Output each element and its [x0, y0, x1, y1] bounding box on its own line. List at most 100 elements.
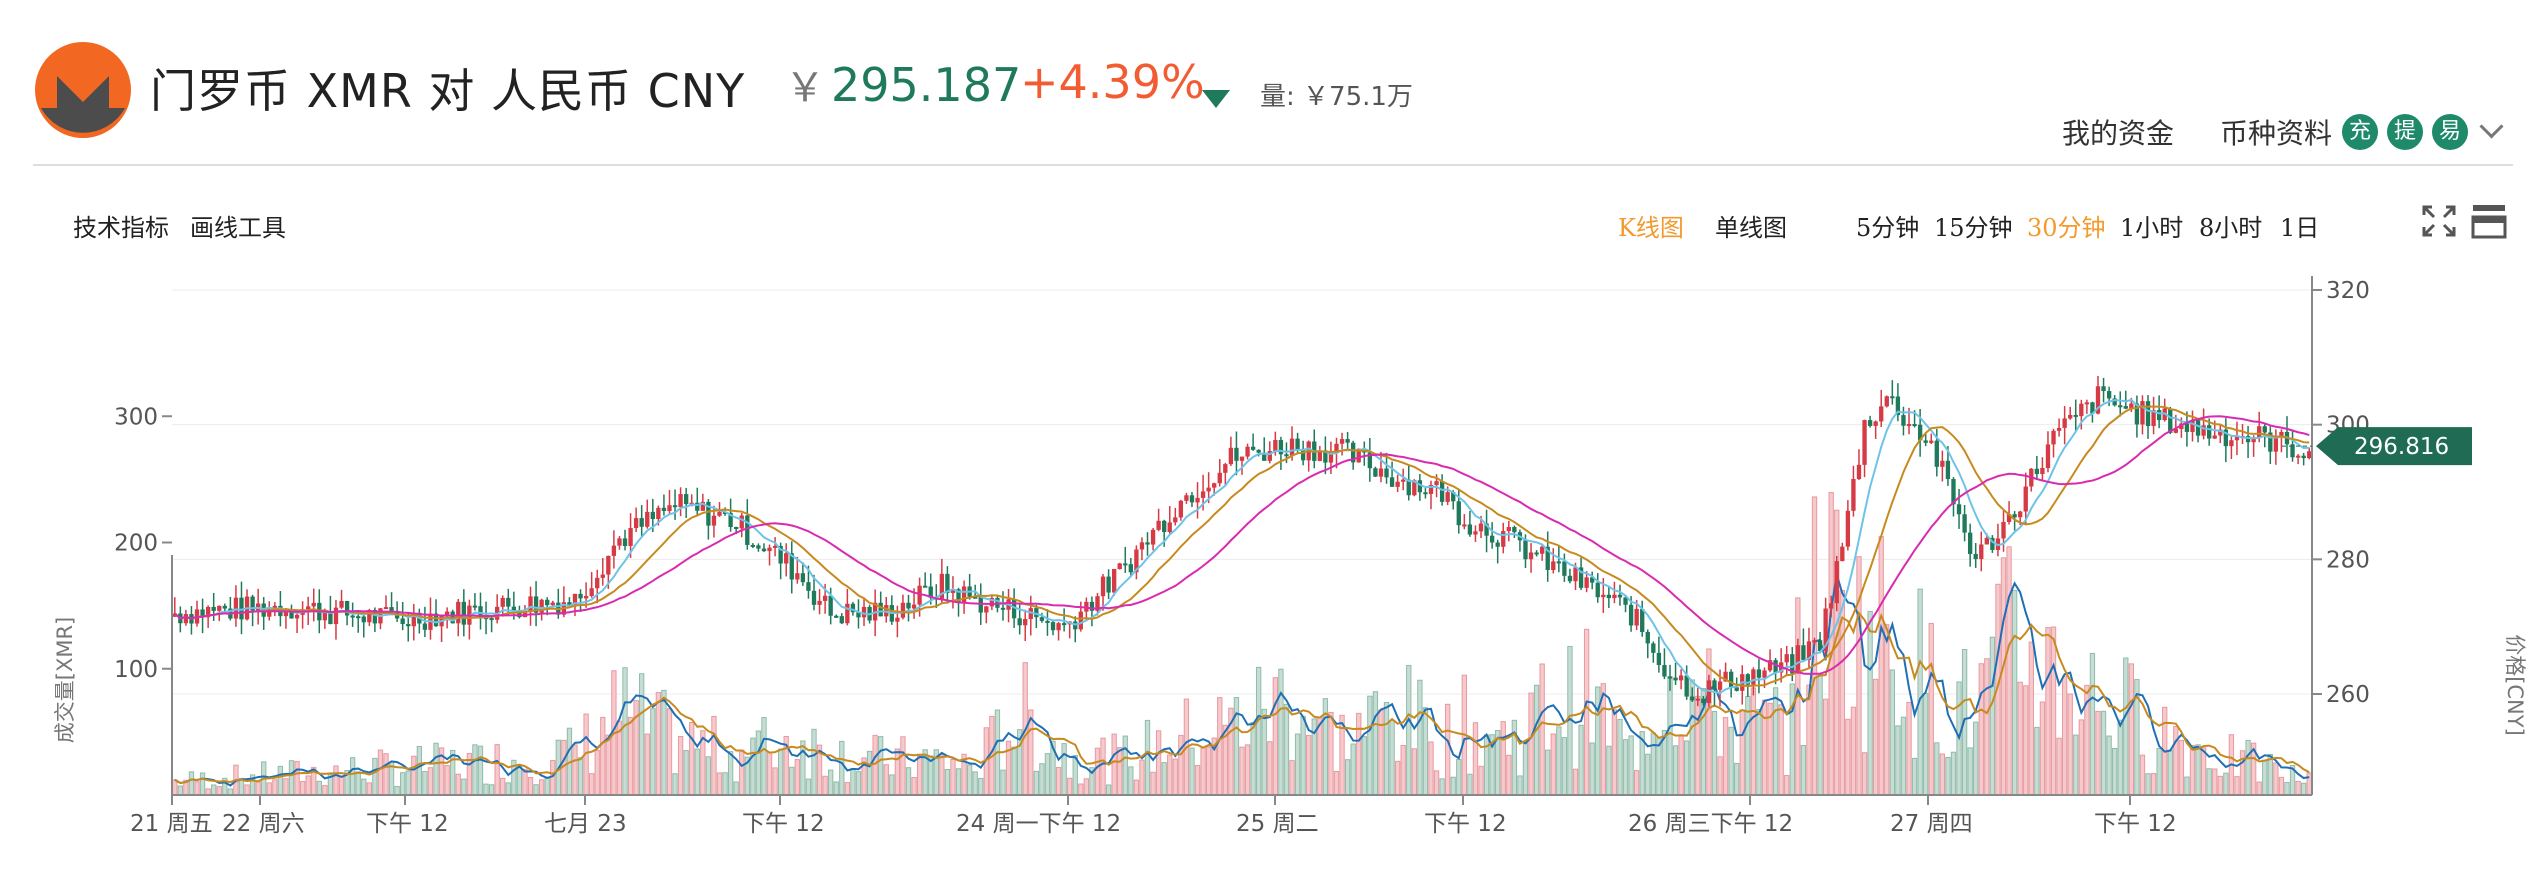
volume-bar	[789, 766, 795, 796]
interval-1h[interactable]: 1小时	[2120, 214, 2184, 242]
volume-bar	[1478, 765, 1484, 796]
candle-body	[1351, 442, 1356, 463]
volume-bar	[1739, 709, 1745, 796]
candle-body	[1762, 670, 1767, 678]
line-chart-tab[interactable]: 单线图	[1715, 214, 1787, 242]
candle-body	[1000, 607, 1006, 610]
candle-body	[661, 507, 667, 511]
candle-body	[1150, 529, 1156, 545]
candle-body	[1178, 500, 1184, 518]
volume-bar	[1550, 733, 1556, 796]
candle-body	[1684, 675, 1689, 697]
candle-body	[1328, 452, 1334, 463]
interval-5m[interactable]: 5分钟	[1856, 214, 1920, 242]
volume-bar	[2034, 726, 2040, 796]
volume-bar	[2056, 737, 2062, 796]
volume-value: ￥75.1万	[1303, 82, 1413, 112]
volume-bar	[955, 768, 962, 796]
volume-bar	[1884, 624, 1890, 796]
volume-bar	[716, 772, 723, 796]
time-tick-label: 下午 12	[742, 811, 825, 837]
my-funds-link[interactable]: 我的资金	[2062, 117, 2175, 150]
volume-bar	[1100, 737, 1106, 796]
candle-body	[1862, 420, 1867, 465]
interval-8h[interactable]: 8小时	[2199, 214, 2263, 242]
candle-body	[2295, 455, 2301, 458]
candle-body	[850, 603, 856, 613]
candle-body	[1050, 622, 1056, 631]
monero-logo-icon	[35, 42, 131, 138]
volume-bar	[255, 781, 261, 796]
volume-bar	[1394, 760, 1401, 796]
volume-bar	[2123, 657, 2129, 796]
volume-bar	[900, 736, 906, 796]
candle-body	[1406, 479, 1411, 496]
candle-body	[1917, 424, 1923, 441]
candle-body	[1323, 450, 1328, 463]
candle-body	[1395, 481, 1400, 487]
candle-body	[2062, 418, 2067, 428]
interval-30m[interactable]: 30分钟	[2027, 214, 2106, 242]
candle-body	[1823, 608, 1828, 651]
volume-bar	[527, 777, 534, 796]
time-tick-label: 下午 12	[1424, 811, 1507, 837]
volume-average-lines	[174, 574, 2310, 787]
volume-bar	[2217, 775, 2223, 796]
candle-body	[811, 590, 817, 605]
volume-bar	[1667, 676, 1673, 796]
volume-bar	[2195, 744, 2201, 796]
candle-body	[539, 599, 544, 613]
candle-body	[645, 511, 650, 527]
volume-bar	[672, 773, 678, 796]
volume-tick-label: 200	[114, 531, 158, 557]
fullscreen-icon[interactable]	[2420, 203, 2458, 239]
candle-body	[973, 596, 978, 599]
current-price: ￥ 295.187	[785, 55, 1021, 113]
chevron-down-icon[interactable]	[2479, 114, 2504, 139]
candle-body	[939, 573, 945, 599]
volume-bar	[2150, 773, 2157, 796]
volume-bar	[1722, 717, 1729, 796]
deposit-badge[interactable]: 充	[2342, 114, 2378, 150]
volume-bar	[455, 773, 461, 796]
coin-info-link[interactable]: 币种资料	[2220, 117, 2333, 150]
candle-body	[1745, 674, 1750, 685]
volume-bar	[2239, 750, 2246, 796]
volume-bar	[588, 773, 595, 796]
volume-bar	[1155, 730, 1162, 796]
candle-body	[2195, 420, 2201, 436]
tech-indicators-button[interactable]: 技术指标	[73, 214, 169, 242]
volume-bar	[1761, 699, 1768, 796]
interval-15m[interactable]: 15分钟	[1934, 214, 2013, 242]
withdraw-badge[interactable]: 提	[2387, 114, 2423, 150]
candle-body	[856, 612, 861, 618]
interval-1d[interactable]: 1日	[2280, 214, 2320, 242]
candle-body	[1289, 438, 1295, 456]
candle-body	[1906, 424, 1912, 427]
candle-body	[1728, 671, 1734, 688]
layout-icon[interactable]	[2470, 203, 2508, 239]
kline-tab[interactable]: K线图	[1618, 214, 1684, 242]
candle-body	[1645, 631, 1650, 644]
candle-body	[1011, 599, 1017, 619]
candle-body	[1295, 438, 1300, 449]
volume-bar	[461, 778, 467, 796]
candle-body	[2001, 521, 2006, 539]
candle-body	[1812, 640, 1817, 643]
candle-body	[739, 515, 744, 529]
volume-ma-short-line	[174, 574, 2310, 787]
trade-badge[interactable]: 易	[2432, 114, 2468, 150]
volume-bar	[677, 736, 684, 796]
draw-tools-button[interactable]: 画线工具	[190, 214, 286, 242]
volume-bar	[1250, 721, 1256, 796]
candle-body	[839, 616, 844, 624]
price-tick-label: 260	[2326, 682, 2370, 708]
candle-body	[550, 602, 555, 606]
volume-bar	[505, 782, 511, 796]
candle-body	[1895, 396, 1901, 416]
candle-body	[400, 618, 405, 625]
candle-body	[2184, 423, 2190, 432]
volume-bar	[772, 767, 778, 796]
volume-bar	[1450, 776, 1456, 796]
